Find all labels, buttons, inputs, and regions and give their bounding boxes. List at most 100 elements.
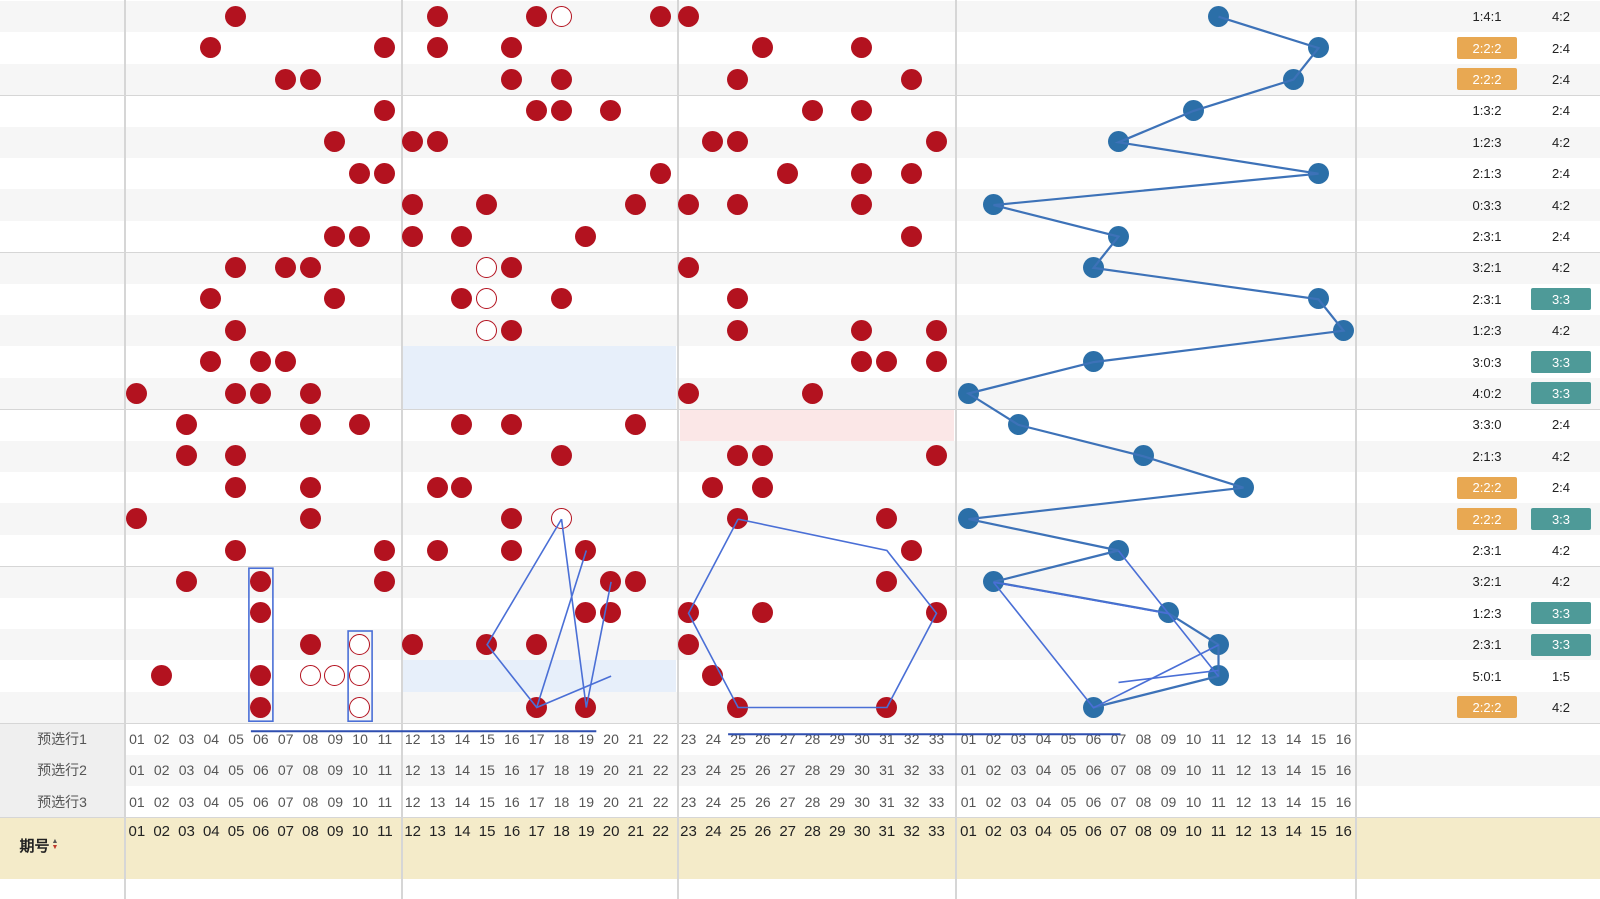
preselect-blue-number[interactable]: 14 bbox=[1285, 762, 1302, 779]
preselect-blue-number[interactable]: 13 bbox=[1260, 762, 1277, 779]
preselect-blue-number[interactable]: 07 bbox=[1110, 762, 1127, 779]
preselect-red-number[interactable]: 08 bbox=[302, 762, 319, 779]
preselect-red-number[interactable]: 23 bbox=[680, 762, 697, 779]
preselect-blue-number[interactable]: 10 bbox=[1185, 793, 1202, 810]
preselect-blue-number[interactable]: 04 bbox=[1035, 730, 1052, 747]
preselect-red-number[interactable]: 21 bbox=[628, 793, 644, 810]
preselect-blue-number[interactable]: 01 bbox=[960, 762, 977, 779]
preselect-blue-number[interactable]: 15 bbox=[1310, 793, 1327, 810]
preselect-red-number[interactable]: 29 bbox=[829, 793, 846, 810]
preselect-red-number[interactable]: 33 bbox=[928, 793, 945, 810]
preselect-red-number[interactable]: 10 bbox=[352, 730, 368, 747]
preselect-red-number[interactable]: 23 bbox=[680, 730, 697, 747]
preselect-red-number[interactable]: 04 bbox=[203, 762, 220, 779]
preselect-red-number[interactable]: 11 bbox=[377, 762, 393, 779]
preselect-blue-number[interactable]: 15 bbox=[1310, 762, 1327, 779]
preselect-red-number[interactable]: 31 bbox=[879, 762, 895, 779]
preselect-blue-number[interactable]: 01 bbox=[960, 793, 977, 810]
preselect-red-number[interactable]: 09 bbox=[327, 730, 344, 747]
preselect-red-number[interactable]: 20 bbox=[603, 730, 619, 747]
preselect-red-number[interactable]: 27 bbox=[779, 762, 796, 779]
preselect-blue-number[interactable]: 11 bbox=[1211, 793, 1226, 810]
preselect-red-number[interactable]: 01 bbox=[129, 730, 145, 747]
preselect-red-number[interactable]: 31 bbox=[879, 730, 895, 747]
period-header[interactable]: 期号 ▲ ▼ bbox=[0, 817, 78, 873]
preselect-blue-number[interactable]: 01 bbox=[960, 730, 977, 747]
preselect-red-number[interactable]: 15 bbox=[479, 793, 495, 810]
preselect-blue-number[interactable]: 07 bbox=[1110, 730, 1127, 747]
preselect-red-number[interactable]: 21 bbox=[628, 730, 644, 747]
preselect-red-number[interactable]: 21 bbox=[628, 762, 644, 779]
preselect-red-number[interactable]: 25 bbox=[730, 730, 746, 747]
preselect-blue-number[interactable]: 11 bbox=[1211, 730, 1226, 747]
preselect-blue-number[interactable]: 05 bbox=[1060, 793, 1077, 810]
preselect-red-number[interactable]: 02 bbox=[153, 730, 170, 747]
preselect-blue-number[interactable]: 06 bbox=[1085, 730, 1102, 747]
preselect-blue-number[interactable]: 05 bbox=[1060, 730, 1077, 747]
preselect-blue-number[interactable]: 16 bbox=[1335, 793, 1352, 810]
preselect-red-number[interactable]: 26 bbox=[755, 793, 771, 810]
preselect-red-number[interactable]: 18 bbox=[553, 793, 570, 810]
preselect-red-number[interactable]: 30 bbox=[854, 793, 870, 810]
preselect-blue-number[interactable]: 03 bbox=[1010, 730, 1027, 747]
preselect-red-number[interactable]: 03 bbox=[178, 793, 195, 810]
preselect-red-number[interactable]: 14 bbox=[454, 793, 471, 810]
preselect-blue-number[interactable]: 12 bbox=[1235, 730, 1252, 747]
preselect-blue-number[interactable]: 05 bbox=[1060, 762, 1077, 779]
preselect-blue-number[interactable]: 13 bbox=[1260, 730, 1277, 747]
preselect-red-number[interactable]: 09 bbox=[327, 793, 344, 810]
preselect-red-number[interactable]: 04 bbox=[203, 730, 220, 747]
preselect-red-number[interactable]: 22 bbox=[652, 730, 669, 747]
preselect-red-number[interactable]: 25 bbox=[730, 793, 746, 810]
preselect-red-number[interactable]: 10 bbox=[352, 793, 368, 810]
preselect-red-number[interactable]: 28 bbox=[804, 762, 821, 779]
preselect-blue-number[interactable]: 08 bbox=[1135, 762, 1152, 779]
preselect-red-number[interactable]: 24 bbox=[705, 762, 722, 779]
preselect-blue-number[interactable]: 02 bbox=[985, 762, 1002, 779]
preselect-blue-number[interactable]: 12 bbox=[1235, 793, 1252, 810]
preselect-red-number[interactable]: 22 bbox=[652, 762, 669, 779]
preselect-blue-number[interactable]: 02 bbox=[985, 793, 1002, 810]
preselect-blue-number[interactable]: 08 bbox=[1135, 730, 1152, 747]
preselect-blue-number[interactable]: 13 bbox=[1260, 793, 1277, 810]
preselect-red-number[interactable]: 03 bbox=[178, 762, 195, 779]
preselect-red-number[interactable]: 06 bbox=[253, 762, 269, 779]
preselect-red-number[interactable]: 32 bbox=[903, 762, 920, 779]
preselect-red-number[interactable]: 07 bbox=[277, 793, 294, 810]
preselect-red-number[interactable]: 02 bbox=[153, 793, 170, 810]
preselect-blue-number[interactable]: 02 bbox=[985, 730, 1002, 747]
preselect-red-number[interactable]: 12 bbox=[404, 793, 421, 810]
preselect-red-number[interactable]: 14 bbox=[454, 730, 471, 747]
preselect-red-number[interactable]: 32 bbox=[903, 793, 920, 810]
preselect-blue-number[interactable]: 04 bbox=[1035, 793, 1052, 810]
preselect-red-number[interactable]: 07 bbox=[277, 730, 294, 747]
preselect-red-number[interactable]: 18 bbox=[553, 762, 570, 779]
preselect-red-number[interactable]: 27 bbox=[779, 730, 796, 747]
preselect-red-number[interactable]: 08 bbox=[302, 793, 319, 810]
preselect-red-number[interactable]: 24 bbox=[705, 793, 722, 810]
preselect-red-number[interactable]: 05 bbox=[228, 762, 244, 779]
preselect-red-number[interactable]: 16 bbox=[504, 793, 520, 810]
preselect-red-number[interactable]: 06 bbox=[253, 730, 269, 747]
preselect-blue-number[interactable]: 12 bbox=[1235, 762, 1252, 779]
preselect-blue-number[interactable]: 08 bbox=[1135, 793, 1152, 810]
preselect-red-number[interactable]: 29 bbox=[829, 730, 846, 747]
preselect-red-number[interactable]: 30 bbox=[854, 762, 870, 779]
preselect-blue-number[interactable]: 11 bbox=[1211, 762, 1226, 779]
preselect-red-number[interactable]: 03 bbox=[178, 730, 195, 747]
preselect-red-number[interactable]: 32 bbox=[903, 730, 920, 747]
preselect-red-number[interactable]: 15 bbox=[479, 762, 495, 779]
preselect-red-number[interactable]: 18 bbox=[553, 730, 570, 747]
preselect-red-number[interactable]: 13 bbox=[429, 762, 446, 779]
preselect-red-number[interactable]: 12 bbox=[404, 730, 421, 747]
preselect-red-number[interactable]: 05 bbox=[228, 793, 244, 810]
preselect-blue-number[interactable]: 03 bbox=[1010, 762, 1027, 779]
preselect-blue-number[interactable]: 06 bbox=[1085, 793, 1102, 810]
preselect-red-number[interactable]: 24 bbox=[705, 730, 722, 747]
preselect-red-number[interactable]: 17 bbox=[528, 793, 545, 810]
preselect-red-number[interactable]: 17 bbox=[528, 762, 545, 779]
preselect-red-number[interactable]: 07 bbox=[277, 762, 294, 779]
preselect-red-number[interactable]: 19 bbox=[578, 730, 595, 747]
preselect-red-number[interactable]: 19 bbox=[578, 762, 595, 779]
preselect-red-number[interactable]: 33 bbox=[928, 730, 945, 747]
